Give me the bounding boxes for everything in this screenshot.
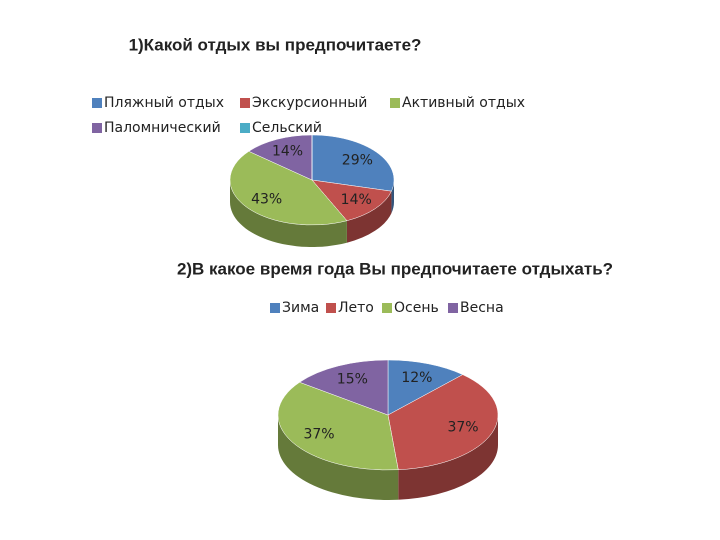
- legend-label: Пляжный отдых: [104, 95, 224, 111]
- slice: [387, 359, 464, 416]
- data-label: 43%: [251, 191, 282, 207]
- legend-label: Зима: [282, 300, 319, 316]
- data-label: 14%: [341, 192, 372, 208]
- legend-swatch: [92, 98, 102, 108]
- data-label: 37%: [303, 426, 334, 442]
- slice: [229, 151, 348, 226]
- slice: [311, 179, 392, 221]
- legend-label: Паломнический: [104, 120, 221, 136]
- data-label: 12%: [401, 370, 432, 386]
- slice: [387, 374, 499, 471]
- chart-title: 2)В какое время года Вы предпочитаете от…: [177, 259, 613, 278]
- slice: [248, 134, 313, 181]
- legend-swatch: [326, 303, 336, 313]
- legend-swatch: [390, 98, 400, 108]
- legend-swatch: [240, 98, 250, 108]
- legend-label: Весна: [460, 300, 504, 316]
- slice: [299, 359, 389, 416]
- slice-side: [278, 415, 399, 500]
- legend-swatch: [382, 303, 392, 313]
- data-label: 29%: [342, 153, 373, 169]
- slice-side: [398, 415, 498, 500]
- legend-label: Осень: [394, 300, 439, 316]
- legend-label: Лето: [338, 300, 374, 316]
- legend-swatch: [448, 303, 458, 313]
- data-label: 37%: [447, 420, 478, 436]
- slice-side: [346, 191, 392, 243]
- legend-label: Активный отдых: [402, 95, 525, 111]
- chart-title: 1)Какой отдых вы предпочитаете?: [129, 35, 422, 54]
- slice: [277, 381, 399, 471]
- legend-swatch: [240, 123, 250, 133]
- data-label: 15%: [337, 372, 368, 388]
- slice-side: [391, 180, 394, 214]
- slice: [311, 134, 395, 192]
- data-label: 14%: [272, 143, 303, 159]
- legend-swatch: [270, 303, 280, 313]
- slice-side: [230, 180, 347, 247]
- legend-label: Экскурсионный: [252, 95, 367, 111]
- legend-label: Сельский: [252, 120, 322, 136]
- legend-swatch: [92, 123, 102, 133]
